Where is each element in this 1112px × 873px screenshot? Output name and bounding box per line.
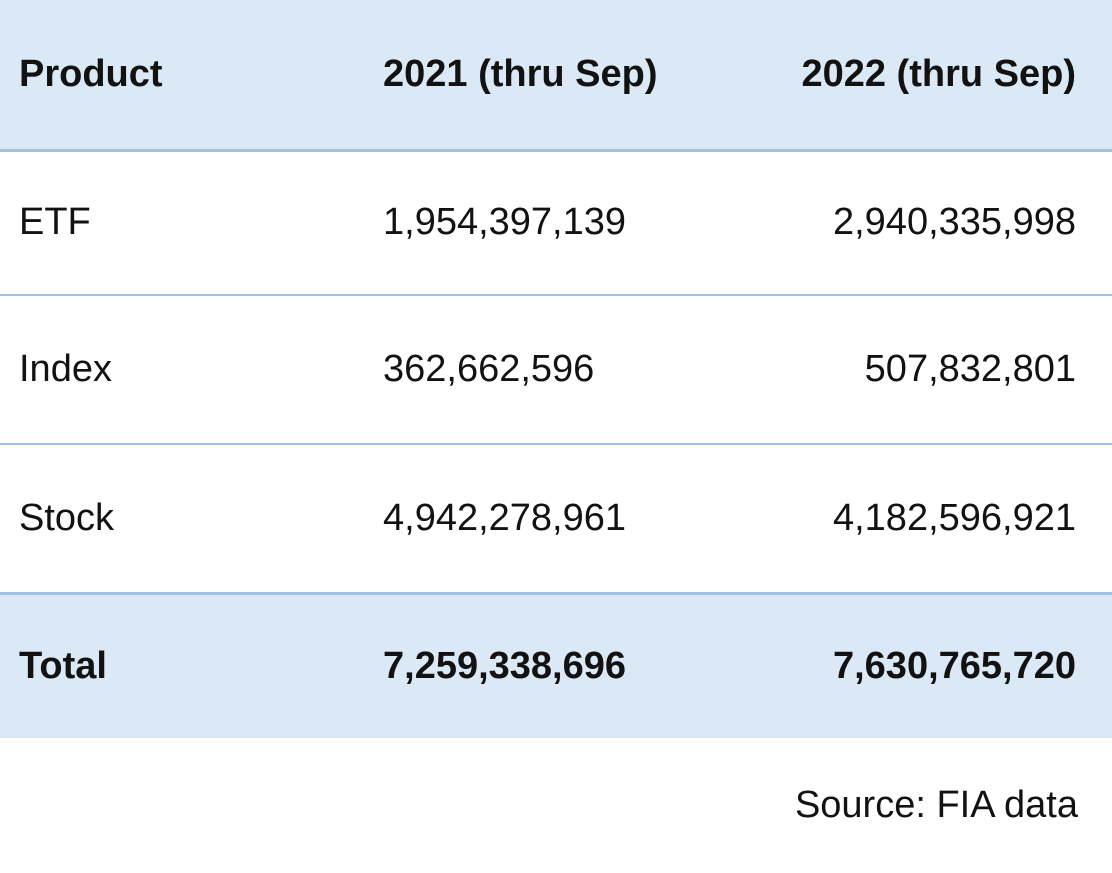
- cell-2022-value: 2,940,335,998: [832, 201, 1076, 244]
- cell-product: ETF: [19, 201, 91, 244]
- source-attribution: Source: FIA data: [794, 784, 1078, 826]
- column-header-2021: 2021 (thru Sep): [383, 52, 658, 95]
- column-header-product: Product: [19, 52, 163, 95]
- cell-2022-value: 4,182,596,921: [832, 496, 1076, 539]
- table-row-stock: Stock 4,942,278,961 4,182,596,921: [0, 445, 1112, 595]
- cell-2021-value: 4,942,278,961: [383, 496, 627, 539]
- cell-total-2022-value: 7,630,765,720: [832, 644, 1076, 687]
- cell-2021-value: 1,954,397,139: [383, 201, 627, 244]
- cell-2021-value: 362,662,596: [383, 347, 595, 390]
- column-header-2022: 2022 (thru Sep): [801, 52, 1076, 95]
- table-header-row: Product 2021 (thru Sep) 2022 (thru Sep): [0, 0, 1112, 152]
- table-row-index: Index 362,662,596 507,832,801: [0, 296, 1112, 445]
- cell-product: Index: [19, 347, 112, 390]
- table-row-total: Total 7,259,338,696 7,630,765,720: [0, 595, 1112, 738]
- cell-total-2021-value: 7,259,338,696: [383, 644, 627, 687]
- cell-total-label: Total: [19, 644, 107, 687]
- cell-product: Stock: [19, 496, 115, 539]
- table-footer: Source: FIA data: [0, 738, 1112, 873]
- table-row-etf: ETF 1,954,397,139 2,940,335,998: [0, 152, 1112, 296]
- cell-2022-value: 507,832,801: [864, 347, 1076, 390]
